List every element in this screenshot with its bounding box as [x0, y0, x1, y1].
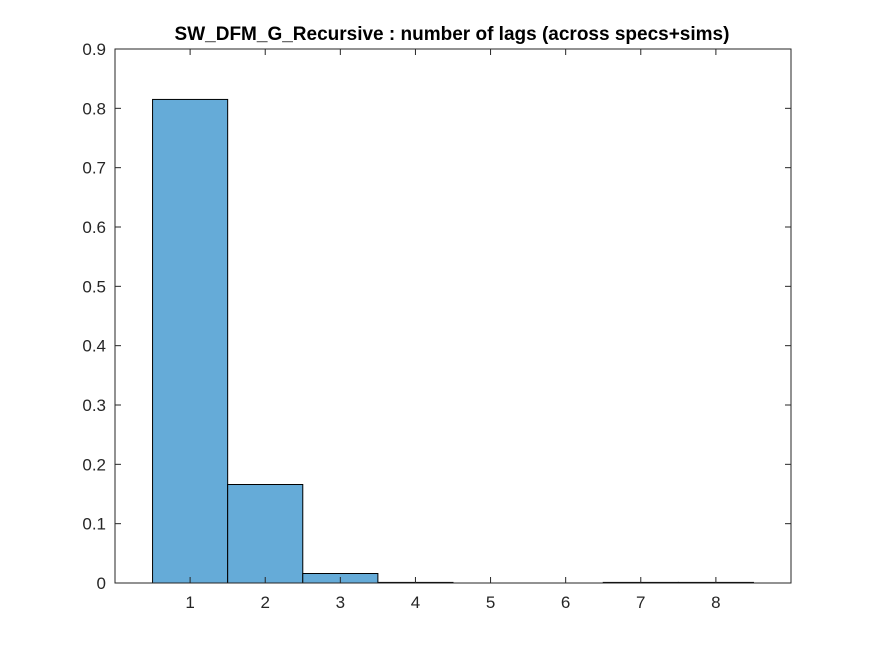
x-tick-label: 7 [636, 593, 645, 612]
axes-box [114, 48, 792, 584]
x-tick-label: 4 [411, 593, 420, 612]
x-tick-label: 2 [260, 593, 269, 612]
x-tick-label: 3 [336, 593, 345, 612]
x-tick-label: 5 [486, 593, 495, 612]
y-tick-label: 0.4 [82, 337, 106, 356]
chart-title: SW_DFM_G_Recursive : number of lags (acr… [175, 24, 730, 45]
y-tick-label: 0.7 [82, 159, 106, 178]
y-tick-label: 0.5 [82, 277, 106, 296]
y-tick-label: 0.2 [82, 455, 106, 474]
x-tick-label: 8 [711, 593, 720, 612]
y-tick-label: 0.3 [82, 396, 106, 415]
bar-lag-2 [227, 484, 304, 584]
x-tick-label: 1 [185, 593, 194, 612]
y-tick-label: 0 [97, 574, 106, 593]
bar-lag-1 [152, 98, 229, 584]
y-tick-label: 0.8 [82, 99, 106, 118]
bars-group [152, 98, 754, 584]
x-axis: 1 2 3 4 5 6 7 8 [185, 49, 721, 612]
y-tick-label: 0.9 [82, 40, 106, 59]
y-tick-label: 0.1 [82, 515, 106, 534]
y-tick-label: 0.6 [82, 218, 106, 237]
x-tick-label: 6 [561, 593, 570, 612]
